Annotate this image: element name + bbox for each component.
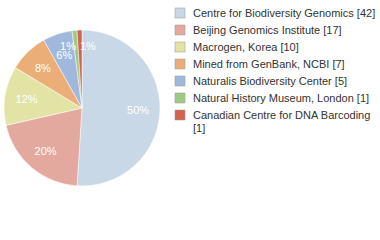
legend-swatch [175, 8, 185, 18]
legend: Centre for Biodiversity Genomics [42] Bei… [175, 7, 375, 134]
legend-label: Beijing Genomics Institute [17] [193, 24, 342, 36]
data-labels: 50%20%12%8%6%1%1% [16, 40, 150, 157]
legend-swatch [175, 25, 185, 35]
legend-label: Naturalis Biodiversity Center [5] [193, 75, 347, 87]
slice [77, 30, 160, 186]
legend-swatch [175, 93, 185, 103]
legend-label: Canadian Centre for DNA Barcoding[1] [193, 109, 370, 134]
data-label: 50% [127, 104, 149, 116]
data-label: 1% [80, 40, 96, 52]
legend-label: Natural History Museum, London [1] [193, 92, 369, 104]
chart: 50%20%12%8%6%1%1%Centre for Biodiversity… [0, 0, 380, 240]
legend-swatch [175, 110, 185, 120]
slices [4, 30, 160, 186]
legend-label: Mined from GenBank, NCBI [7] [193, 58, 345, 70]
legend-swatch [175, 59, 185, 69]
legend-label: Centre for Biodiversity Genomics [42] [193, 7, 375, 19]
legend-swatch [175, 76, 185, 86]
data-label: 12% [16, 93, 38, 105]
data-label: 20% [35, 145, 57, 157]
legend-label: Macrogen, Korea [10] [193, 41, 299, 53]
legend-swatch [175, 42, 185, 52]
data-label: 1% [60, 40, 76, 52]
data-label: 8% [35, 62, 51, 74]
